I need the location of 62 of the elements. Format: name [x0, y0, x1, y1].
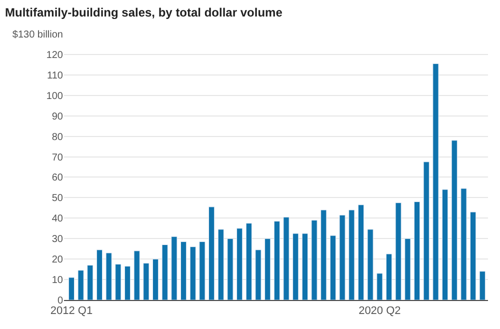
y-tick-label: $130 billion	[12, 30, 63, 40]
bar	[218, 229, 224, 300]
bar	[320, 210, 327, 300]
bar	[180, 241, 187, 300]
bar	[302, 233, 308, 300]
bar	[274, 220, 280, 300]
x-tick-label: 2012 Q1	[50, 305, 93, 318]
y-tick-label: 50	[52, 193, 64, 204]
y-tick-label: 10	[52, 275, 64, 286]
bar	[264, 238, 271, 300]
y-tick-label: 90	[52, 111, 64, 122]
bar	[451, 140, 458, 300]
y-tick-label: 120	[46, 50, 64, 61]
bar	[460, 188, 467, 300]
bar	[134, 250, 140, 300]
bar	[208, 206, 215, 300]
bar	[255, 250, 262, 300]
y-tick-label: 80	[52, 132, 64, 143]
bar	[227, 238, 234, 300]
bar	[358, 204, 364, 300]
bar	[367, 229, 374, 300]
bar	[199, 241, 206, 300]
bar	[442, 189, 448, 300]
bar	[348, 210, 355, 300]
bar	[423, 162, 430, 300]
y-tick-label: 60	[52, 172, 64, 184]
bar	[479, 271, 486, 300]
y-tick-label: 100	[46, 90, 64, 102]
bar	[470, 212, 476, 300]
bar	[87, 264, 94, 300]
x-tick-label: 2020 Q2	[358, 305, 401, 318]
y-tick-label: 0	[57, 296, 64, 306]
bar	[386, 254, 392, 300]
bar	[246, 223, 252, 300]
y-tick-label: 30	[52, 234, 64, 246]
bar	[236, 228, 243, 300]
bar	[395, 202, 402, 300]
bar	[292, 233, 299, 300]
bar	[68, 277, 75, 300]
bar	[106, 252, 112, 300]
bar	[143, 262, 150, 300]
bar	[124, 266, 131, 300]
bar	[376, 273, 383, 300]
y-tick-label: 110	[47, 70, 64, 82]
bar	[171, 236, 178, 300]
bar	[339, 214, 346, 300]
bar	[190, 246, 196, 300]
y-tick-label: 70	[52, 152, 64, 164]
y-tick-label: 40	[52, 214, 64, 225]
bar	[115, 264, 122, 300]
bar	[78, 270, 84, 300]
bar	[404, 238, 411, 300]
bar	[432, 63, 439, 300]
bar	[311, 220, 318, 300]
bar	[330, 235, 336, 300]
chart-title: Multifamily-building sales, by total dollar volume	[5, 6, 283, 20]
bar	[152, 258, 159, 300]
bar	[283, 216, 290, 300]
bar	[162, 244, 168, 300]
y-tick-label: 20	[52, 254, 64, 266]
bar	[414, 202, 420, 300]
bar	[96, 250, 103, 300]
